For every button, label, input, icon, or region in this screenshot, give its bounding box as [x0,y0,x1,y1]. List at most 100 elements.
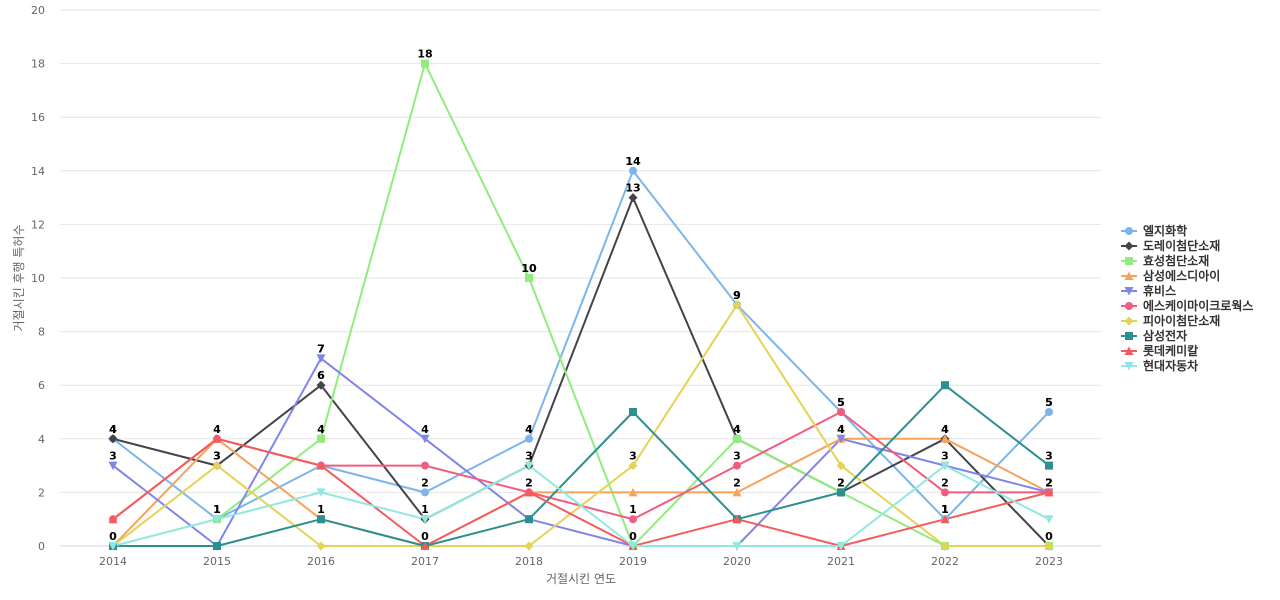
y-tick-label: 0 [38,540,45,553]
data-point [420,541,430,550]
data-point [733,461,741,470]
data-point [629,515,637,524]
data-label: 2 [1045,476,1053,489]
data-label: 2 [941,476,949,489]
y-tick-label: 4 [38,433,45,446]
data-label: 4 [837,423,845,436]
legend-label: 삼성에스디아이 [1143,268,1220,283]
data-point [420,434,430,444]
data-point [317,515,325,524]
legend-label: 도레이첨단소재 [1143,238,1220,253]
legend-item[interactable]: 피아이첨단소재 [1121,313,1220,328]
data-point [628,542,638,551]
data-point [108,542,118,551]
x-tick-label: 2020 [723,555,751,568]
data-point [940,514,950,524]
legend-marker [1124,241,1134,251]
x-tick-label: 2016 [307,555,335,568]
data-label: 1 [421,503,429,516]
data-point [732,300,742,310]
y-tick-label: 10 [31,272,45,285]
data-point [628,487,638,497]
data-point [108,434,118,444]
legend-item[interactable]: 효성첨단소재 [1121,253,1209,268]
data-label: 4 [525,423,533,436]
data-label: 3 [1045,450,1053,463]
data-label: 3 [213,450,221,463]
data-labels: 4161414954534701039413436241495124341810… [109,48,1053,543]
legend-item[interactable]: 삼성전자 [1121,328,1187,343]
x-tick-label: 2018 [515,555,543,568]
legend-marker [1124,287,1134,296]
data-label: 4 [213,423,221,436]
data-label: 1 [629,503,637,516]
data-label: 4 [525,423,533,436]
data-point [316,354,326,363]
legend-item[interactable]: 도레이첨단소재 [1121,238,1220,253]
data-label: 4 [733,423,741,436]
data-point [837,488,845,497]
data-label: 3 [109,450,117,463]
data-label: 1 [941,503,949,516]
data-point [212,515,222,524]
legend-item[interactable]: 에스케이마이크로웍스 [1121,298,1253,313]
legend-marker [1125,227,1133,235]
data-label: 14 [625,155,641,168]
data-point [317,434,325,443]
data-label: 2 [837,476,845,489]
data-point [940,434,950,443]
legend-item[interactable]: 롯데케미칼 [1121,343,1198,358]
data-label: 3 [629,450,637,463]
legend-item[interactable]: 엘지화학 [1121,223,1187,238]
data-label: 4 [941,423,949,436]
legend-item[interactable]: 삼성에스디아이 [1121,268,1220,283]
data-label: 4 [109,423,117,436]
legend-label: 휴비스 [1143,283,1176,298]
y-tick-label: 2 [38,486,45,499]
legend-marker [1124,346,1134,355]
data-point [420,515,430,524]
legend-label: 피아이첨단소재 [1143,313,1220,328]
data-label: 1 [941,503,949,516]
data-point [732,542,742,551]
data-point [316,380,326,390]
legend-label: 엘지화학 [1143,223,1187,238]
legend-item[interactable]: 휴비스 [1121,283,1176,298]
data-point [421,461,429,470]
data-point [836,434,846,444]
data-label: 0 [109,530,117,543]
legend-item[interactable]: 현대자동차 [1121,358,1198,373]
x-axis-ticks: 2014 2015 2016 2017 2018 2019 2020 2021 2022 2023 [99,546,1063,568]
data-label: 3 [213,450,221,463]
x-tick-label: 2021 [827,555,855,568]
data-point [525,274,533,282]
y-tick-label: 16 [31,111,45,124]
data-label: 5 [837,396,845,409]
data-point [733,434,741,443]
data-label: 5 [1045,396,1053,409]
data-label: 1 [213,503,221,516]
data-point [213,542,221,550]
data-point [524,487,534,497]
data-label: 2 [733,476,741,489]
data-point [940,461,950,471]
data-label: 7 [317,342,325,355]
data-label: 3 [733,450,741,463]
data-label: 2 [1045,476,1053,489]
y-tick-label: 6 [38,379,45,392]
legend-marker [1125,302,1133,310]
data-label: 6 [317,369,325,382]
legend-marker [1124,271,1134,280]
data-point [940,541,950,551]
data-label: 1 [941,503,949,516]
data-point [316,461,326,470]
x-axis-title: 거절시킨 연도 [546,572,616,586]
x-tick-label: 2017 [411,555,439,568]
data-point [836,461,846,471]
legend-label: 현대자동차 [1143,358,1198,373]
x-tick-label: 2019 [619,555,647,568]
data-label: 4 [109,423,117,436]
data-point [732,487,742,497]
x-tick-label: 2015 [203,555,231,568]
